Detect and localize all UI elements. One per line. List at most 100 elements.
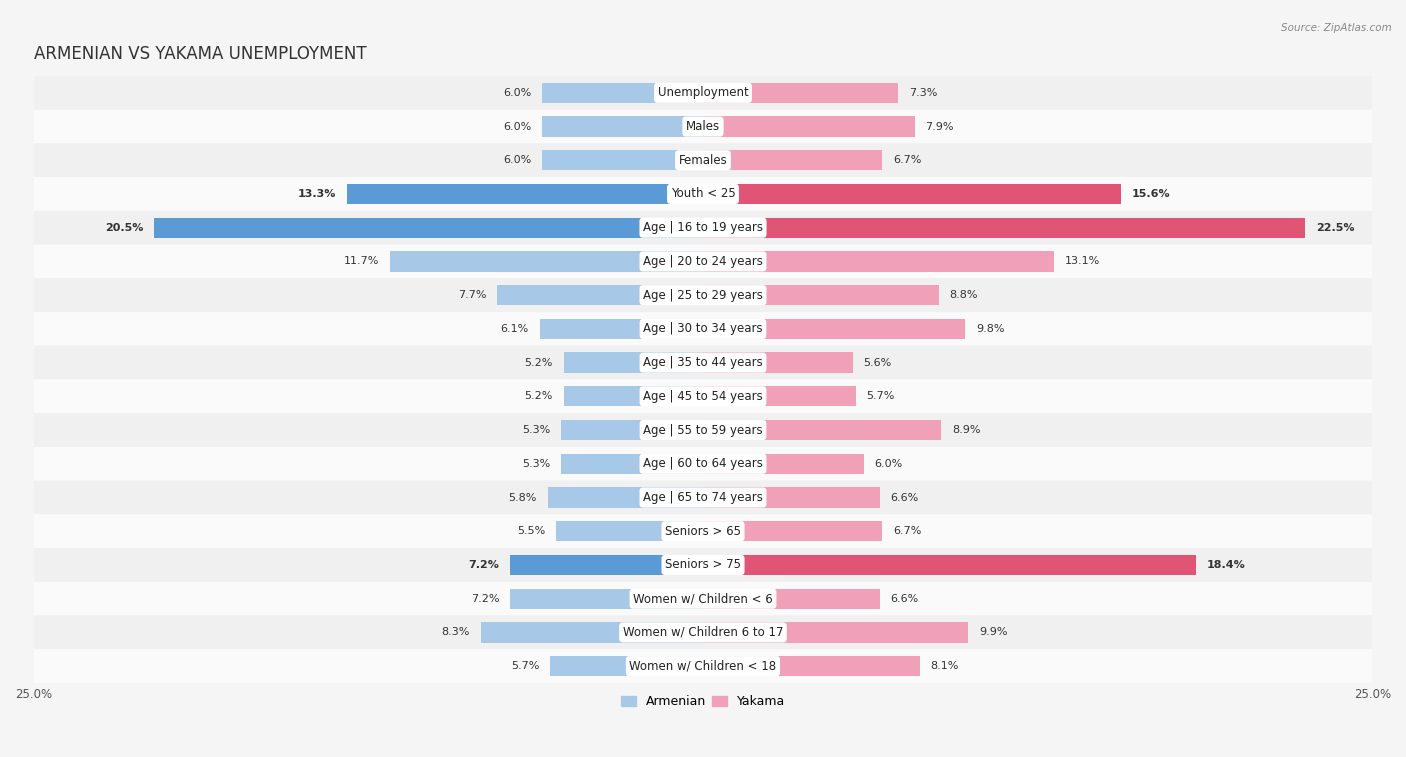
FancyBboxPatch shape — [34, 548, 1372, 582]
Text: Unemployment: Unemployment — [658, 86, 748, 99]
Text: 6.0%: 6.0% — [503, 88, 531, 98]
Text: 6.0%: 6.0% — [503, 122, 531, 132]
Bar — [703, 184, 1121, 204]
Legend: Armenian, Yakama: Armenian, Yakama — [616, 690, 790, 713]
Text: 8.9%: 8.9% — [952, 425, 980, 435]
Bar — [703, 319, 966, 339]
Bar — [510, 588, 703, 609]
Text: Females: Females — [679, 154, 727, 167]
Text: Youth < 25: Youth < 25 — [671, 188, 735, 201]
Bar — [543, 150, 703, 170]
Text: 7.3%: 7.3% — [910, 88, 938, 98]
Bar — [703, 488, 880, 508]
Text: 5.6%: 5.6% — [863, 357, 891, 368]
Bar — [543, 83, 703, 103]
Bar — [564, 386, 703, 407]
Text: Age | 45 to 54 years: Age | 45 to 54 years — [643, 390, 763, 403]
FancyBboxPatch shape — [34, 346, 1372, 379]
Bar — [703, 453, 863, 474]
Text: Age | 60 to 64 years: Age | 60 to 64 years — [643, 457, 763, 470]
Text: 6.6%: 6.6% — [890, 593, 918, 603]
Text: 13.1%: 13.1% — [1064, 257, 1099, 266]
Bar — [540, 319, 703, 339]
Bar — [510, 555, 703, 575]
Bar — [561, 420, 703, 440]
Bar — [703, 588, 880, 609]
Text: 8.1%: 8.1% — [931, 661, 959, 671]
Bar — [548, 488, 703, 508]
Bar — [703, 83, 898, 103]
FancyBboxPatch shape — [34, 279, 1372, 312]
Text: 5.2%: 5.2% — [524, 357, 553, 368]
Text: 7.7%: 7.7% — [457, 290, 486, 301]
Text: 7.2%: 7.2% — [471, 593, 499, 603]
Text: Age | 65 to 74 years: Age | 65 to 74 years — [643, 491, 763, 504]
Text: Males: Males — [686, 120, 720, 133]
Text: Women w/ Children < 6: Women w/ Children < 6 — [633, 592, 773, 605]
Text: 6.7%: 6.7% — [893, 155, 921, 165]
Text: 7.2%: 7.2% — [468, 560, 499, 570]
Text: 5.8%: 5.8% — [509, 493, 537, 503]
Text: Age | 25 to 29 years: Age | 25 to 29 years — [643, 288, 763, 301]
Bar — [703, 555, 1195, 575]
Bar — [561, 453, 703, 474]
Text: 8.8%: 8.8% — [949, 290, 977, 301]
Bar — [703, 251, 1053, 272]
Text: 9.9%: 9.9% — [979, 628, 1007, 637]
Text: 5.7%: 5.7% — [512, 661, 540, 671]
Text: ARMENIAN VS YAKAMA UNEMPLOYMENT: ARMENIAN VS YAKAMA UNEMPLOYMENT — [34, 45, 366, 64]
Bar — [555, 521, 703, 541]
Bar — [703, 656, 920, 676]
Text: Women w/ Children 6 to 17: Women w/ Children 6 to 17 — [623, 626, 783, 639]
Text: 6.6%: 6.6% — [890, 493, 918, 503]
Bar — [389, 251, 703, 272]
Text: 6.7%: 6.7% — [893, 526, 921, 536]
Text: 6.0%: 6.0% — [503, 155, 531, 165]
Text: Women w/ Children < 18: Women w/ Children < 18 — [630, 659, 776, 673]
FancyBboxPatch shape — [34, 615, 1372, 650]
Text: Seniors > 65: Seniors > 65 — [665, 525, 741, 537]
Bar — [550, 656, 703, 676]
Text: 9.8%: 9.8% — [976, 324, 1005, 334]
Text: 8.3%: 8.3% — [441, 628, 470, 637]
Text: 6.1%: 6.1% — [501, 324, 529, 334]
FancyBboxPatch shape — [34, 413, 1372, 447]
Text: 7.9%: 7.9% — [925, 122, 953, 132]
Text: Age | 35 to 44 years: Age | 35 to 44 years — [643, 356, 763, 369]
Text: 15.6%: 15.6% — [1132, 189, 1170, 199]
Text: Source: ZipAtlas.com: Source: ZipAtlas.com — [1281, 23, 1392, 33]
Text: Age | 16 to 19 years: Age | 16 to 19 years — [643, 221, 763, 234]
Text: Age | 30 to 34 years: Age | 30 to 34 years — [643, 322, 763, 335]
Bar — [703, 217, 1306, 238]
FancyBboxPatch shape — [34, 143, 1372, 177]
Text: 11.7%: 11.7% — [343, 257, 380, 266]
Bar — [543, 117, 703, 137]
FancyBboxPatch shape — [34, 481, 1372, 514]
Text: 5.3%: 5.3% — [522, 425, 550, 435]
Text: 5.2%: 5.2% — [524, 391, 553, 401]
Bar — [703, 353, 853, 372]
Bar — [155, 217, 703, 238]
FancyBboxPatch shape — [34, 110, 1372, 143]
Text: 22.5%: 22.5% — [1316, 223, 1355, 232]
Bar — [703, 285, 939, 305]
FancyBboxPatch shape — [34, 312, 1372, 346]
Text: 20.5%: 20.5% — [105, 223, 143, 232]
Text: Age | 55 to 59 years: Age | 55 to 59 years — [643, 424, 763, 437]
FancyBboxPatch shape — [34, 582, 1372, 615]
FancyBboxPatch shape — [34, 245, 1372, 279]
Bar — [703, 521, 883, 541]
Bar — [347, 184, 703, 204]
Bar — [481, 622, 703, 643]
Bar — [703, 420, 942, 440]
Bar — [703, 386, 856, 407]
Text: 18.4%: 18.4% — [1206, 560, 1246, 570]
FancyBboxPatch shape — [34, 514, 1372, 548]
Text: 5.7%: 5.7% — [866, 391, 894, 401]
Bar — [496, 285, 703, 305]
Text: Age | 20 to 24 years: Age | 20 to 24 years — [643, 255, 763, 268]
FancyBboxPatch shape — [34, 650, 1372, 683]
Text: 6.0%: 6.0% — [875, 459, 903, 469]
Text: 5.5%: 5.5% — [517, 526, 546, 536]
Bar — [703, 622, 969, 643]
